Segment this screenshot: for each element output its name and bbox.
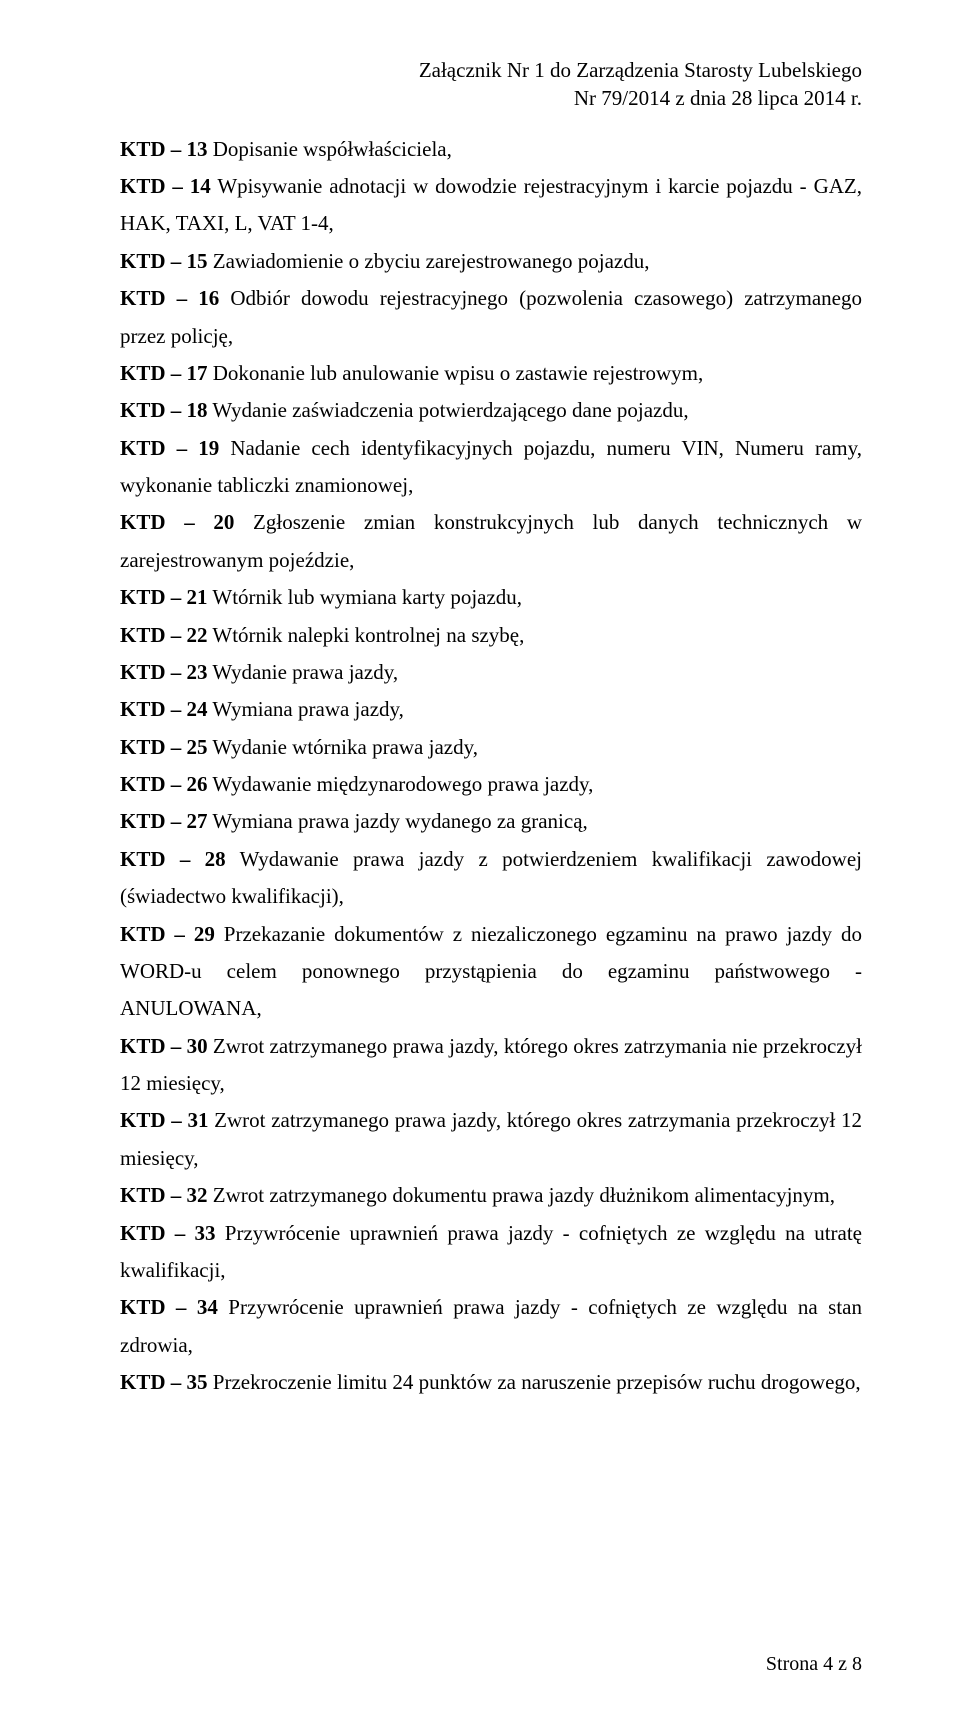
document-header: Załącznik Nr 1 do Zarządzenia Starosty L… [120,56,862,113]
item-text: Przywrócenie uprawnień prawa jazdy - cof… [120,1295,862,1356]
item-code: KTD – 21 [120,585,208,609]
item-text: Dokonanie lub anulowanie wpisu o zastawi… [208,361,704,385]
item-text: Wtórnik nalepki kontrolnej na szybę, [208,623,525,647]
item-block: KTD – 15 Zawiadomienie o zbyciu zarejest… [120,243,862,280]
header-line-1: Załącznik Nr 1 do Zarządzenia Starosty L… [419,58,862,82]
item-block: KTD – 31 Zwrot zatrzymanego prawa jazdy,… [120,1102,862,1177]
item-text: Odbiór dowodu rejestracyjnego (pozwoleni… [120,286,862,347]
document-body: KTD – 13 Dopisanie współwłaściciela, KTD… [120,131,862,1402]
item-code: KTD – 17 [120,361,208,385]
item-block: KTD – 26 Wydawanie międzynarodowego praw… [120,766,862,803]
item-code: KTD – 22 [120,623,208,647]
item-code: KTD – 19 [120,436,219,460]
item-text: Wydanie zaświadczenia potwierdzającego d… [208,398,689,422]
item-block: KTD – 35 Przekroczenie limitu 24 punktów… [120,1364,862,1401]
item-text: Zwrot zatrzymanego prawa jazdy, którego … [120,1108,862,1169]
item-text: Zawiadomienie o zbyciu zarejestrowanego … [208,249,650,273]
item-block: KTD – 18 Wydanie zaświadczenia potwierdz… [120,392,862,429]
item-block: KTD – 21 Wtórnik lub wymiana karty pojaz… [120,579,862,616]
item-text: Wydawanie międzynarodowego prawa jazdy, [208,772,594,796]
item-text: Wymiana prawa jazdy, [208,697,404,721]
page-footer: Strona 4 z 8 [766,1653,862,1676]
item-block: KTD – 22 Wtórnik nalepki kontrolnej na s… [120,617,862,654]
item-text: Zwrot zatrzymanego dokumentu prawa jazdy… [208,1183,835,1207]
item-block: KTD – 17 Dokonanie lub anulowanie wpisu … [120,355,862,392]
item-block: KTD – 23 Wydanie prawa jazdy, [120,654,862,691]
item-code: KTD – 15 [120,249,208,273]
item-block: KTD – 32 Zwrot zatrzymanego dokumentu pr… [120,1177,862,1214]
item-text: Wtórnik lub wymiana karty pojazdu, [208,585,523,609]
item-text: Dopisanie współwłaściciela, [208,137,452,161]
item-block: KTD – 14 Wpisywanie adnotacji w dowodzie… [120,168,862,243]
item-text: Wydanie prawa jazdy, [208,660,399,684]
item-block: KTD – 24 Wymiana prawa jazdy, [120,691,862,728]
item-code: KTD – 13 [120,137,208,161]
item-text: Zwrot zatrzymanego prawa jazdy, którego … [120,1034,862,1095]
item-code: KTD – 23 [120,660,208,684]
item-code: KTD – 20 [120,510,234,534]
item-text: Przywrócenie uprawnień prawa jazdy - cof… [120,1221,862,1282]
item-block: KTD – 29 Przekazanie dokumentów z niezal… [120,916,862,1028]
item-block: KTD – 20 Zgłoszenie zmian konstrukcyjnyc… [120,504,862,579]
item-code: KTD – 16 [120,286,219,310]
item-text: Przekazanie dokumentów z niezaliczonego … [120,922,862,1021]
item-block: KTD – 28 Wydawanie prawa jazdy z potwier… [120,841,862,916]
item-code: KTD – 31 [120,1108,208,1132]
item-block: KTD – 27 Wymiana prawa jazdy wydanego za… [120,803,862,840]
item-code: KTD – 34 [120,1295,218,1319]
header-line-2: Nr 79/2014 z dnia 28 lipca 2014 r. [574,86,862,110]
item-code: KTD – 30 [120,1034,208,1058]
item-code: KTD – 24 [120,697,208,721]
item-code: KTD – 14 [120,174,211,198]
item-code: KTD – 28 [120,847,226,871]
item-text: Wpisywanie adnotacji w dowodzie rejestra… [120,174,862,235]
item-text: Wydawanie prawa jazdy z potwierdzeniem k… [120,847,862,908]
item-code: KTD – 29 [120,922,215,946]
item-block: KTD – 16 Odbiór dowodu rejestracyjnego (… [120,280,862,355]
item-text: Nadanie cech identyfikacyjnych pojazdu, … [120,436,862,497]
item-block: KTD – 13 Dopisanie współwłaściciela, [120,131,862,168]
item-code: KTD – 25 [120,735,208,759]
item-code: KTD – 35 [120,1370,208,1394]
item-text: Wymiana prawa jazdy wydanego za granicą, [208,809,588,833]
item-block: KTD – 19 Nadanie cech identyfikacyjnych … [120,430,862,505]
item-text: Wydanie wtórnika prawa jazdy, [208,735,478,759]
item-block: KTD – 25 Wydanie wtórnika prawa jazdy, [120,729,862,766]
item-block: KTD – 33 Przywrócenie uprawnień prawa ja… [120,1215,862,1290]
item-code: KTD – 26 [120,772,208,796]
document-page: Załącznik Nr 1 do Zarządzenia Starosty L… [0,0,960,1722]
item-code: KTD – 27 [120,809,208,833]
item-block: KTD – 34 Przywrócenie uprawnień prawa ja… [120,1289,862,1364]
item-text: Przekroczenie limitu 24 punktów za narus… [208,1370,861,1394]
item-code: KTD – 18 [120,398,208,422]
item-block: KTD – 30 Zwrot zatrzymanego prawa jazdy,… [120,1028,862,1103]
item-code: KTD – 33 [120,1221,216,1245]
item-code: KTD – 32 [120,1183,208,1207]
